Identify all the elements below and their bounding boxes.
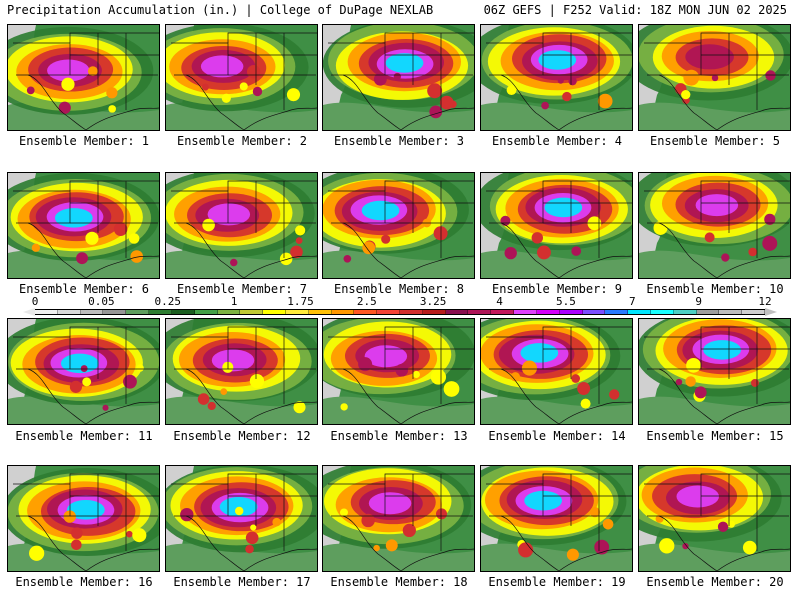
colorbar-swatch — [149, 310, 172, 314]
colorbar-swatch — [582, 310, 606, 314]
ensemble-member-label: Ensemble Member: 15 — [646, 429, 784, 443]
colorbar-label: 1.75 — [287, 295, 314, 308]
ensemble-member-label: Ensemble Member: 18 — [330, 575, 468, 589]
ensemble-member-label: Ensemble Member: 19 — [488, 575, 626, 589]
colorbar-strip — [35, 309, 765, 315]
colorbar-swatch — [605, 310, 629, 314]
ensemble-member-label: Ensemble Member: 16 — [15, 575, 153, 589]
ensemble-member-label: Ensemble Member: 9 — [491, 282, 623, 296]
ensemble-member-map — [165, 24, 318, 131]
colorbar-swatch — [400, 310, 423, 314]
colorbar-swatch — [103, 310, 127, 314]
colorbar-swatch — [742, 310, 765, 314]
colorbar-label: 0.25 — [154, 295, 181, 308]
precipitation-colorbar: 0 0.05 0.25 1 1.75 2.5 3.25 4 5.5 7 9 12 — [0, 296, 800, 318]
ensemble-member-map — [480, 318, 633, 425]
ensemble-member-map — [638, 24, 791, 131]
colorbar-swatch — [57, 310, 81, 314]
colorbar-label: 9 — [695, 295, 702, 308]
ensemble-member-label: Ensemble Member: 2 — [176, 134, 308, 148]
ensemble-member-label: Ensemble Member: 11 — [15, 429, 153, 443]
ensemble-member-map — [7, 465, 160, 572]
colorbar-swatch — [650, 310, 674, 314]
colorbar-swatch — [468, 310, 492, 314]
ensemble-member-label: Ensemble Member: 7 — [176, 282, 308, 296]
ensemble-member-map — [480, 24, 633, 131]
colorbar-label: 0 — [31, 295, 39, 308]
colorbar-swatch — [35, 310, 58, 314]
ensemble-member-label: Ensemble Member: 5 — [649, 134, 781, 148]
ensemble-member-label: Ensemble Member: 1 — [18, 134, 150, 148]
colorbar-swatch — [285, 310, 309, 314]
colorbar-swatch — [559, 310, 583, 314]
colorbar-swatch — [377, 310, 400, 314]
colorbar-label: 2.5 — [356, 295, 377, 308]
ensemble-member-map — [7, 24, 160, 131]
colorbar-max-arrow — [765, 308, 777, 316]
colorbar-swatch — [536, 310, 560, 314]
colorbar-swatch — [171, 310, 195, 314]
colorbar-swatch — [696, 310, 720, 314]
model-run-info: 06Z GEFS | F252 Valid: 18Z MON JUN 02 20… — [483, 3, 787, 17]
colorbar-swatch — [240, 310, 264, 314]
colorbar-swatch — [422, 310, 446, 314]
ensemble-member-map — [322, 465, 475, 572]
colorbar-swatch — [194, 310, 218, 314]
colorbar-swatch — [491, 310, 515, 314]
colorbar-swatch — [719, 310, 743, 314]
colorbar-swatch — [673, 310, 697, 314]
ensemble-member-label: Ensemble Member: 4 — [491, 134, 623, 148]
map-title: Precipitation Accumulation (in.) | Colle… — [7, 3, 434, 17]
ensemble-member-map — [638, 465, 791, 572]
colorbar-label: 1 — [230, 295, 238, 308]
ensemble-member-label: Ensemble Member: 12 — [173, 429, 311, 443]
colorbar-swatch — [445, 310, 469, 314]
ensemble-member-map — [165, 172, 318, 279]
ensemble-member-label: Ensemble Member: 10 — [646, 282, 784, 296]
colorbar-swatch — [331, 310, 355, 314]
colorbar-swatch — [514, 310, 537, 314]
ensemble-member-label: Ensemble Member: 20 — [646, 575, 784, 589]
ensemble-member-label: Ensemble Member: 17 — [173, 575, 311, 589]
ensemble-member-map — [638, 172, 791, 279]
ensemble-member-map — [7, 318, 160, 425]
ensemble-member-label: Ensemble Member: 8 — [333, 282, 465, 296]
ensemble-member-map — [165, 318, 318, 425]
ensemble-member-label: Ensemble Member: 14 — [488, 429, 626, 443]
colorbar-label: 12 — [758, 295, 772, 308]
ensemble-member-map — [322, 172, 475, 279]
colorbar-label: 3.25 — [419, 295, 447, 308]
ensemble-member-map — [638, 318, 791, 425]
ensemble-member-label: Ensemble Member: 13 — [330, 429, 468, 443]
colorbar-swatch — [80, 310, 104, 314]
colorbar-swatch — [308, 310, 332, 314]
ensemble-member-label: Ensemble Member: 6 — [18, 282, 150, 296]
ensemble-member-map — [322, 24, 475, 131]
colorbar-label: 7 — [628, 295, 636, 308]
colorbar-swatch — [354, 310, 378, 314]
ensemble-member-label: Ensemble Member: 3 — [333, 134, 465, 148]
colorbar-swatch — [263, 310, 286, 314]
colorbar-min-arrow — [23, 308, 35, 316]
colorbar-label: 4 — [496, 295, 503, 308]
ensemble-member-map — [165, 465, 318, 572]
colorbar-label: 5.5 — [555, 295, 576, 308]
colorbar-swatch — [628, 310, 651, 314]
colorbar-swatch — [217, 310, 241, 314]
ensemble-member-map — [480, 172, 633, 279]
ensemble-member-map — [480, 465, 633, 572]
ensemble-member-map — [7, 172, 160, 279]
colorbar-label: 0.05 — [88, 295, 115, 308]
colorbar-swatch — [126, 310, 150, 314]
ensemble-member-map — [322, 318, 475, 425]
